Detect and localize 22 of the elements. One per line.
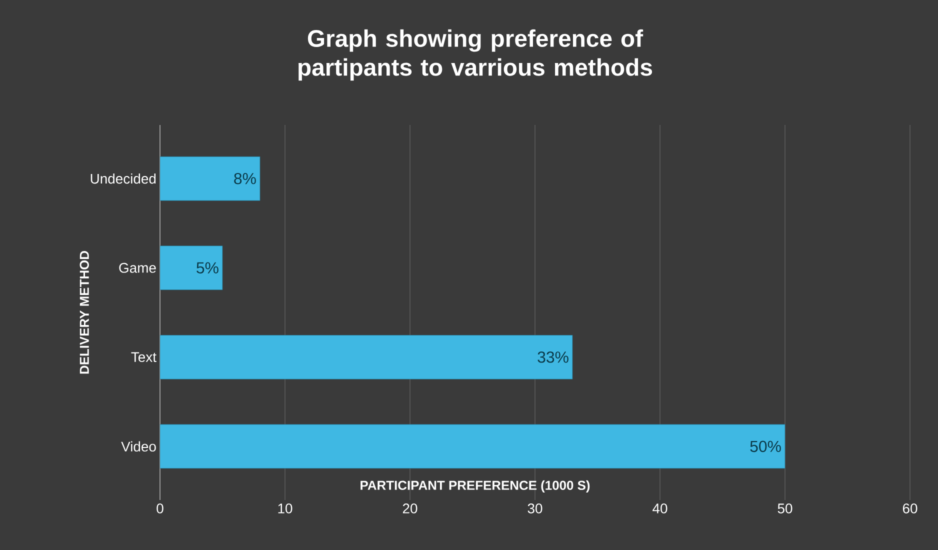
- y-tick-label: Text: [131, 352, 156, 362]
- y-tick-label: Undecided: [90, 173, 156, 184]
- x-tick-label: 10: [278, 504, 292, 514]
- x-tick-label: 40: [652, 504, 668, 514]
- x-axis-title: PARTICIPANT PREFERENCE (1000 S): [360, 480, 590, 492]
- y-tick-label: Game: [119, 262, 156, 273]
- bar: [160, 246, 223, 290]
- chart-title: Graph showing preference of partipants to varrious methods: [298, 29, 652, 81]
- data-label: 8%: [234, 172, 256, 184]
- data-label: 33%: [538, 352, 568, 363]
- bar: [160, 334, 573, 380]
- x-tick-label: 20: [402, 504, 418, 514]
- data-label: 50%: [750, 440, 781, 452]
- x-tick-label: 60: [902, 504, 918, 514]
- x-tick-label: 0: [156, 504, 164, 514]
- x-tick-label: 30: [528, 504, 542, 514]
- x-tick-label: 50: [778, 504, 792, 514]
- y-axis-title: DELIVERY METHOD: [80, 251, 89, 374]
- data-label: 5%: [196, 262, 218, 274]
- y-tick-label: Video: [121, 441, 156, 452]
- bar: [160, 156, 260, 201]
- bar: [160, 424, 786, 469]
